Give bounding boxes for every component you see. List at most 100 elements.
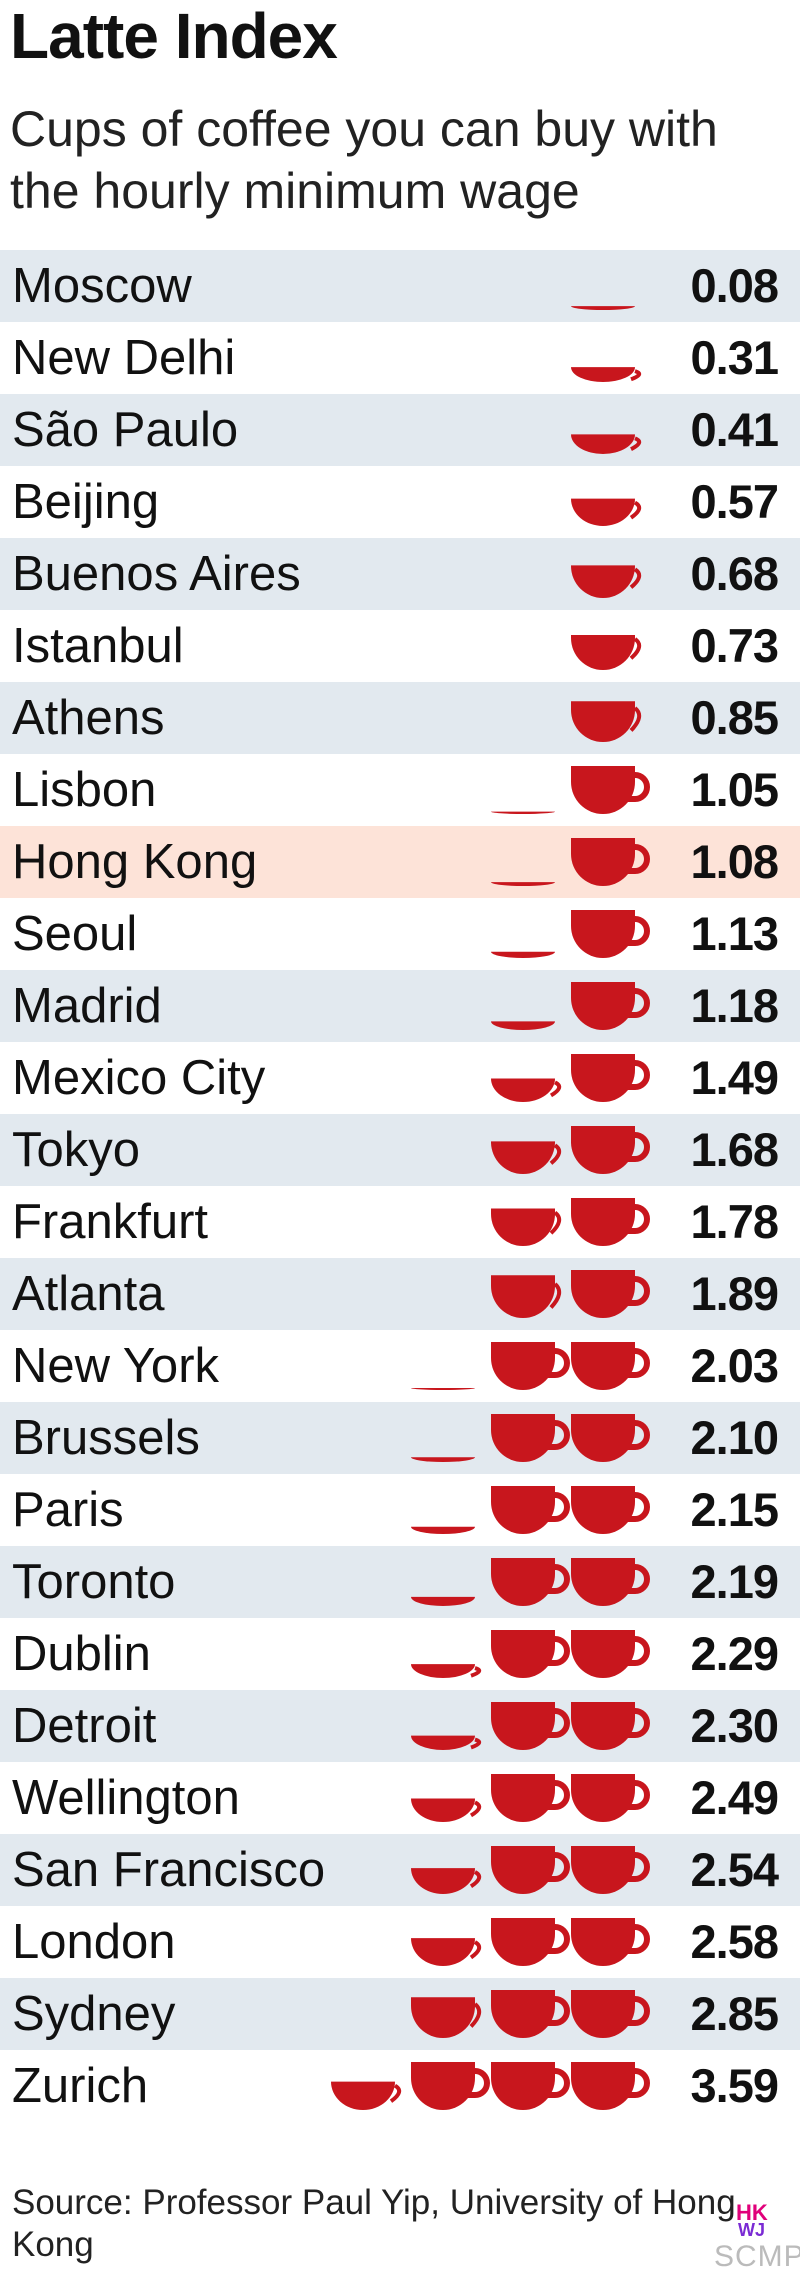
full-cup-mark (491, 1702, 570, 1750)
partial-cup-mark (491, 951, 555, 958)
cup-pictogram (491, 1126, 650, 1174)
full-cup-mark (491, 1774, 570, 1822)
partial-cup-mark (571, 367, 642, 382)
full-cup-mark (571, 1558, 650, 1606)
cup-pictogram (571, 634, 642, 670)
cup-pictogram (571, 498, 642, 526)
category-label: Seoul (12, 907, 138, 961)
page-title: Latte Index (10, 0, 338, 72)
category-label: São Paulo (12, 403, 239, 457)
category-label: Tokyo (12, 1123, 141, 1177)
partial-cup-mark (491, 1021, 555, 1030)
full-cup-mark (571, 1918, 650, 1966)
category-label: Athens (12, 691, 165, 745)
category-label: New Delhi (12, 331, 236, 385)
full-cup-mark (571, 1342, 650, 1390)
value-label: 2.58 (690, 1915, 779, 1968)
publisher-logo: HK WJ SCMP (714, 2200, 800, 2273)
chart-row: Sydney 2.85 (0, 1978, 800, 2050)
partial-cup-mark (411, 1997, 482, 2038)
partial-cup-mark (331, 2081, 402, 2110)
value-label: 2.49 (690, 1771, 779, 1824)
category-label: Buenos Aires (12, 547, 301, 601)
chart-row: Paris 2.15 (0, 1474, 800, 1546)
chart-row: Brussels 2.10 (0, 1402, 800, 1474)
partial-cup-mark (411, 1868, 482, 1894)
full-cup-mark (491, 2062, 570, 2110)
cup-pictogram (411, 1990, 650, 2038)
chart-row: Wellington 2.49 (0, 1762, 800, 1834)
value-label: 0.85 (690, 691, 779, 744)
partial-cup-mark (411, 1798, 482, 1822)
chart-row: Frankfurt 1.78 (0, 1186, 800, 1258)
value-label: 2.29 (690, 1627, 779, 1680)
value-label: 0.57 (690, 475, 779, 528)
partial-cup-mark (411, 1735, 482, 1750)
partial-cup-mark (411, 1596, 475, 1606)
full-cup-mark (491, 1630, 570, 1678)
chart-row: Athens 0.85 (0, 682, 800, 754)
cup-pictogram (571, 565, 642, 598)
value-label: 1.68 (690, 1123, 779, 1176)
chart-row: Moscow 0.08 (0, 250, 800, 322)
full-cup-mark (571, 982, 650, 1030)
value-label: 2.10 (690, 1411, 779, 1464)
cup-pictogram (491, 982, 650, 1030)
cup-pictogram (411, 1558, 650, 1606)
full-cup-mark (571, 2062, 650, 2110)
category-label: Frankfurt (12, 1195, 209, 1249)
value-label: 1.08 (690, 835, 779, 888)
cup-pictogram (571, 434, 642, 454)
value-label: 1.89 (690, 1267, 779, 1320)
full-cup-mark (571, 1630, 650, 1678)
category-label: Istanbul (12, 619, 184, 673)
value-label: 2.03 (690, 1339, 779, 1392)
full-cup-mark (571, 1054, 650, 1102)
cup-pictogram (491, 766, 650, 814)
partial-cup-mark (571, 701, 642, 742)
cup-pictogram (411, 1342, 650, 1390)
full-cup-mark (571, 1990, 650, 2038)
chart-row: San Francisco 2.54 (0, 1834, 800, 1906)
category-label: Hong Kong (12, 835, 258, 889)
value-label: 0.31 (690, 331, 779, 384)
value-label: 2.85 (690, 1987, 779, 2040)
value-label: 2.19 (690, 1555, 779, 1608)
value-label: 3.59 (690, 2059, 779, 2112)
cup-pictogram (331, 2062, 650, 2110)
full-cup-mark (571, 1414, 650, 1462)
value-label: 0.73 (690, 619, 779, 672)
partial-cup-mark (491, 1141, 562, 1174)
chart-row: Detroit 2.30 (0, 1690, 800, 1762)
chart-row: Zurich 3.59 (0, 2050, 800, 2122)
chart-row: Beijing 0.57 (0, 466, 800, 538)
cup-pictogram (411, 1486, 650, 1534)
full-cup-mark (571, 1846, 650, 1894)
full-cup-mark (571, 1198, 650, 1246)
cup-pictogram (571, 367, 642, 382)
partial-cup-mark (411, 1457, 475, 1462)
full-cup-mark (491, 1414, 570, 1462)
category-label: Atlanta (12, 1267, 165, 1321)
full-cup-mark (571, 1270, 650, 1318)
full-cup-mark (571, 1702, 650, 1750)
partial-cup-mark (571, 434, 642, 454)
chart-subtitle: Cups of coffee you can buy with the hour… (10, 101, 718, 219)
cup-pictogram (411, 1702, 650, 1750)
category-label: Dublin (12, 1627, 151, 1681)
partial-cup-mark (411, 1388, 475, 1390)
value-label: 2.30 (690, 1699, 779, 1752)
full-cup-mark (571, 838, 650, 886)
value-label: 2.15 (690, 1483, 779, 1536)
partial-cup-mark (411, 1664, 482, 1678)
logo-text-mid: WJ (738, 2220, 765, 2240)
value-label: 1.13 (690, 907, 779, 960)
full-cup-mark (411, 2062, 490, 2110)
chart-row: Toronto 2.19 (0, 1546, 800, 1618)
cup-pictogram (411, 1414, 650, 1462)
full-cup-mark (491, 1342, 570, 1390)
chart-row: Mexico City 1.49 (0, 1042, 800, 1114)
category-label: Zurich (12, 2059, 149, 2113)
category-label: Brussels (12, 1411, 200, 1465)
category-label: Beijing (12, 475, 160, 529)
